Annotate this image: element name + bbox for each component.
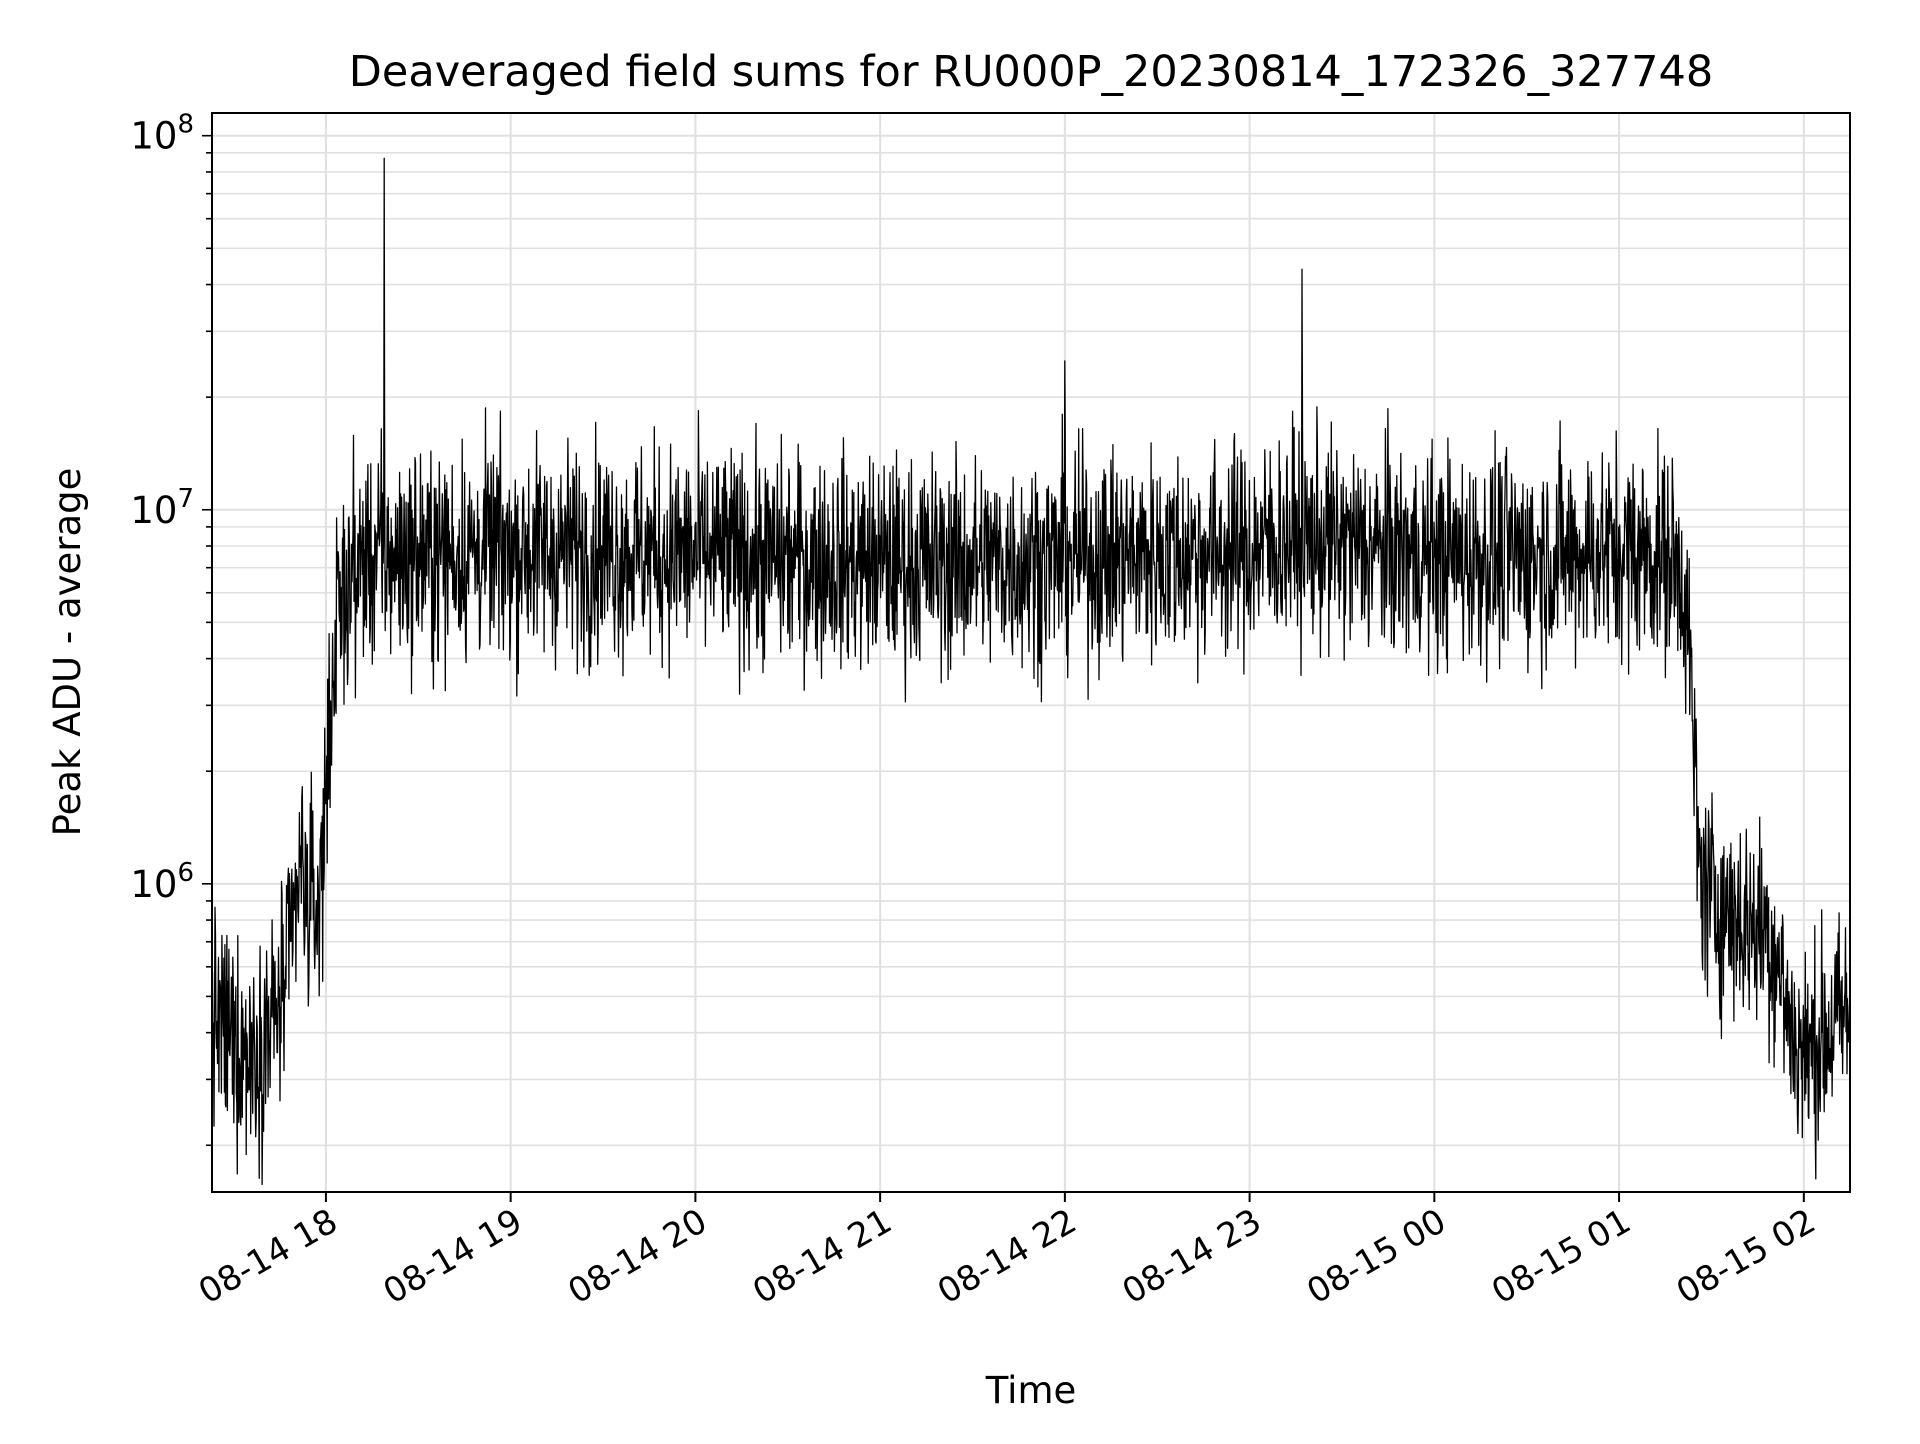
y-axis-label: Peak ADU - average (46, 468, 89, 837)
y-tick-exponent: 6 (177, 858, 194, 888)
chart-title: Deaveraged field sums for RU000P_2023081… (349, 47, 1713, 97)
series-layer (212, 157, 1850, 1186)
y-tick-base: 10 (130, 863, 177, 906)
y-tick-exponent: 7 (177, 484, 194, 514)
plot-frame (211, 112, 1851, 1193)
x-axis-label: Time (985, 1369, 1077, 1412)
y-tick-label: 107 (130, 484, 194, 532)
y-tick-exponent: 8 (177, 110, 194, 140)
series-line (212, 157, 1850, 1186)
grid (212, 113, 1850, 1192)
y-tick-label: 106 (130, 858, 194, 906)
y-tick-base: 10 (130, 489, 177, 532)
y-tick-base: 10 (130, 115, 177, 158)
y-tick-label: 108 (130, 110, 194, 158)
